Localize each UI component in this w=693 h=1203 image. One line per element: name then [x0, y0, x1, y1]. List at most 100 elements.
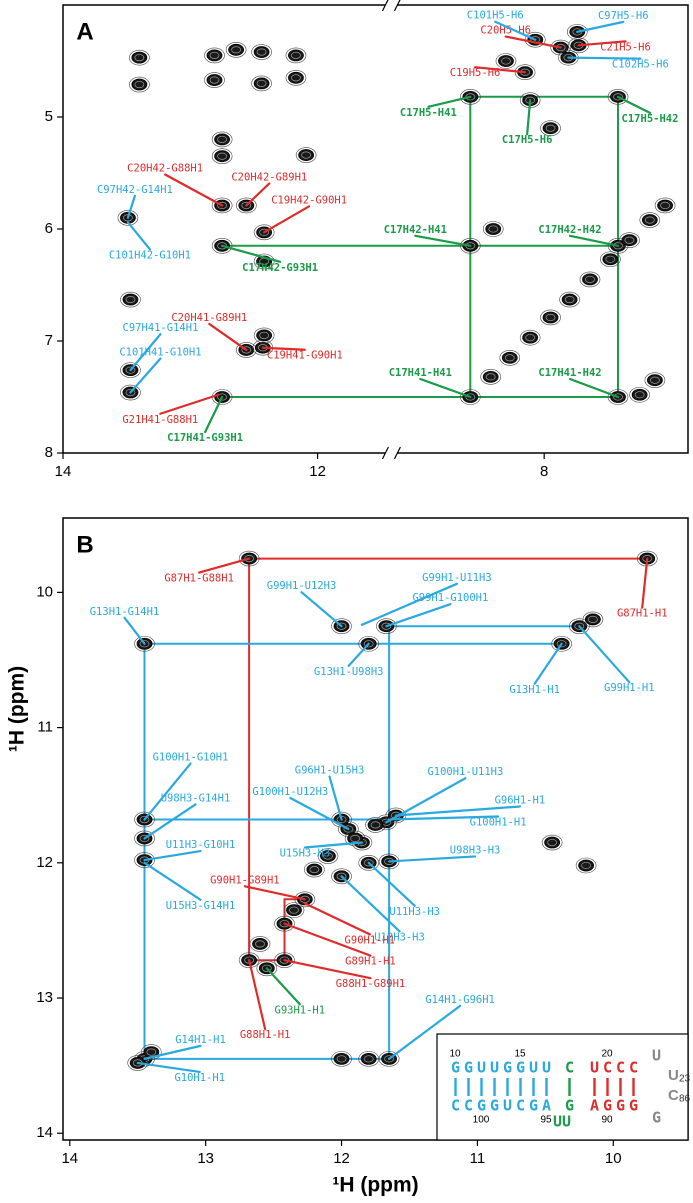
cross-peak: [629, 386, 650, 403]
contour: [495, 53, 517, 69]
contour: [566, 24, 588, 40]
annotation-label: C102H5-H6: [612, 59, 669, 71]
position-number: 10: [449, 1049, 461, 1060]
contour: [295, 147, 317, 163]
cross-peak: [211, 148, 233, 164]
annotation-label: C19H42-G90H1: [271, 194, 347, 206]
cross-peak: [495, 53, 517, 69]
contour: [301, 151, 311, 159]
annotation-pointer: [473, 66, 527, 74]
contour: [540, 120, 561, 136]
contour: [214, 150, 231, 163]
contour: [253, 224, 275, 241]
contour: [647, 374, 663, 387]
contour: [613, 93, 623, 101]
contour: [120, 384, 141, 401]
contour: [134, 852, 155, 868]
contour: [465, 393, 476, 401]
annotation-pointer: [164, 173, 224, 207]
cross-peak: [120, 291, 141, 308]
annotation-label: C17H5-H42: [622, 113, 679, 125]
sequence-bottom: G: [565, 1097, 574, 1115]
y-tick-label: 6: [45, 220, 53, 237]
annotation-label: G100H1-G10H1: [153, 752, 229, 764]
annotation-label: U11H3-G10H1: [166, 839, 236, 851]
annotation-pointer: [123, 616, 146, 645]
annotation-label: G100H1-H1: [470, 817, 527, 829]
contour: [125, 366, 136, 374]
contour: [244, 555, 254, 563]
contour: [291, 74, 301, 82]
contour: [286, 904, 302, 917]
annotation-label: G13H1-H1: [509, 684, 560, 696]
contour: [289, 906, 299, 914]
position-number: 100: [473, 1115, 490, 1126]
contour: [624, 236, 635, 244]
contour: [131, 51, 148, 64]
contour: [125, 388, 136, 397]
contour: [125, 296, 136, 304]
annotation-label: U98H3-G14H1: [161, 792, 231, 804]
position-number: 90: [601, 1115, 613, 1126]
contour: [251, 75, 272, 92]
contour: [253, 327, 275, 344]
annotation-label: C17H5-H41: [400, 107, 457, 119]
contour: [547, 838, 557, 847]
annotation-label: C17H42-H41: [384, 224, 447, 236]
cross-peak: [204, 72, 225, 88]
contour: [209, 51, 220, 59]
contour: [317, 848, 339, 864]
contour: [488, 225, 499, 233]
contour: [584, 613, 601, 626]
contour: [294, 891, 316, 908]
contour: [482, 221, 504, 237]
cross-peak: [654, 197, 676, 214]
cross-peak: [541, 834, 563, 851]
contour: [522, 331, 539, 344]
axis-break: [393, 0, 401, 12]
contour: [485, 223, 502, 235]
annotation-label: C17H5-H6: [502, 134, 553, 146]
contour: [629, 386, 650, 403]
cross-peak: [253, 327, 275, 344]
y-tick-label: 12: [36, 854, 53, 871]
contour: [358, 635, 380, 652]
contour: [134, 80, 145, 89]
annotation-pointer: [387, 815, 500, 821]
y-tick-label: 8: [45, 444, 53, 461]
contour: [217, 393, 227, 401]
annotation-label: C101H42-G10H1: [109, 249, 191, 261]
contour: [129, 49, 150, 66]
contour: [259, 331, 269, 339]
annotation-pointer: [414, 234, 472, 247]
contour: [204, 47, 225, 64]
contour: [644, 372, 666, 389]
contour: [602, 253, 619, 266]
contour: [582, 273, 598, 286]
annotation-label: G90H1-H1: [345, 934, 396, 946]
contour: [631, 388, 648, 401]
contour: [545, 124, 556, 132]
annotation-pointer: [289, 796, 350, 831]
y-tick-label: 10: [36, 583, 53, 600]
cross-peak: [295, 147, 317, 163]
contour: [131, 78, 148, 91]
x-tick-label: 14: [55, 463, 72, 480]
contour: [331, 868, 352, 885]
contour: [256, 79, 267, 87]
cross-peak: [644, 372, 666, 389]
annotation-pointer: [577, 40, 627, 47]
contour: [581, 861, 591, 870]
cross-peak: [559, 291, 580, 308]
contour: [578, 859, 594, 872]
annotation-pointer: [494, 20, 537, 41]
annotation-pointer: [328, 775, 343, 821]
contour: [607, 89, 629, 105]
contour: [139, 834, 150, 843]
contour: [561, 293, 578, 306]
annotation-label: U15H3-H3: [280, 848, 331, 860]
annotation-label: G87H1-G88H1: [164, 573, 234, 585]
annotation-label: C97H41-G14H1: [123, 322, 199, 334]
annotation-pointer: [283, 959, 372, 980]
contour: [480, 369, 501, 385]
